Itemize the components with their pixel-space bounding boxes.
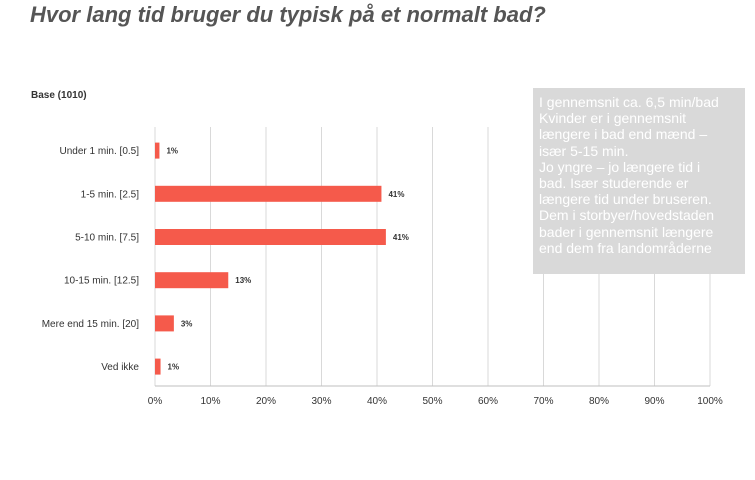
note-line: Dem i storbyer/hovedstaden (539, 207, 715, 224)
x-tick-label: 90% (644, 396, 664, 407)
note-line: Kvinder er i gennemsnit (539, 110, 687, 127)
note-line: bader i gennemsnit længere (539, 223, 714, 240)
x-tick-label: 40% (367, 396, 387, 407)
x-tick-label: 10% (200, 396, 220, 407)
summary-note: I gennemsnit ca. 6,5 min/bad Kvinder er … (533, 88, 745, 274)
bar (155, 229, 386, 245)
data-label: 41% (393, 233, 409, 242)
category-label: 10-15 min. [12.5] (64, 276, 139, 287)
x-tick-label: 50% (422, 396, 442, 407)
note-line: Jo yngre – jo længere tid i (539, 158, 701, 175)
data-label: 1% (166, 147, 178, 156)
note-line: bad. Især studerende er (539, 175, 689, 192)
note-line: I gennemsnit ca. 6,5 min/bad (539, 94, 719, 110)
bar (155, 315, 174, 332)
data-label: 1% (168, 363, 180, 372)
base-label: Base (1010) (31, 90, 87, 101)
category-label: Ved ikke (101, 362, 139, 373)
bar (155, 185, 382, 202)
note-line: især 5-15 min. (539, 142, 629, 159)
bar (155, 272, 229, 289)
note-line: end dem fra landområderne (539, 239, 712, 256)
data-label: 41% (388, 190, 404, 199)
x-tick-label: 70% (533, 396, 553, 407)
bars-layer (155, 142, 386, 375)
x-tick-label: 100% (697, 396, 723, 407)
category-label: 5-10 min. [7.5] (75, 233, 139, 244)
x-tick-label: 0% (148, 396, 163, 407)
data-label: 3% (181, 319, 193, 328)
category-label: Mere end 15 min. [20] (42, 319, 139, 330)
note-line: længere tid under bruseren. (539, 191, 712, 208)
category-label: Under 1 min. [0.5] (60, 146, 140, 157)
note-line: længere i bad end mænd – (539, 126, 708, 143)
labels-layer: 0% 10% 20% 30% 40% 50% 60% 70% 80% 90% 100% Under 1… (42, 146, 723, 407)
bar (155, 142, 160, 159)
x-tick-label: 20% (256, 396, 276, 407)
x-tick-label: 30% (311, 396, 331, 407)
x-tick-label: 80% (589, 396, 609, 407)
category-label: 1-5 min. [2.5] (81, 189, 140, 200)
x-tick-label: 60% (478, 396, 498, 407)
bar (155, 358, 161, 375)
data-label: 13% (235, 276, 251, 285)
chart-title: Hvor lang tid bruger du typisk på et nor… (30, 2, 546, 27)
